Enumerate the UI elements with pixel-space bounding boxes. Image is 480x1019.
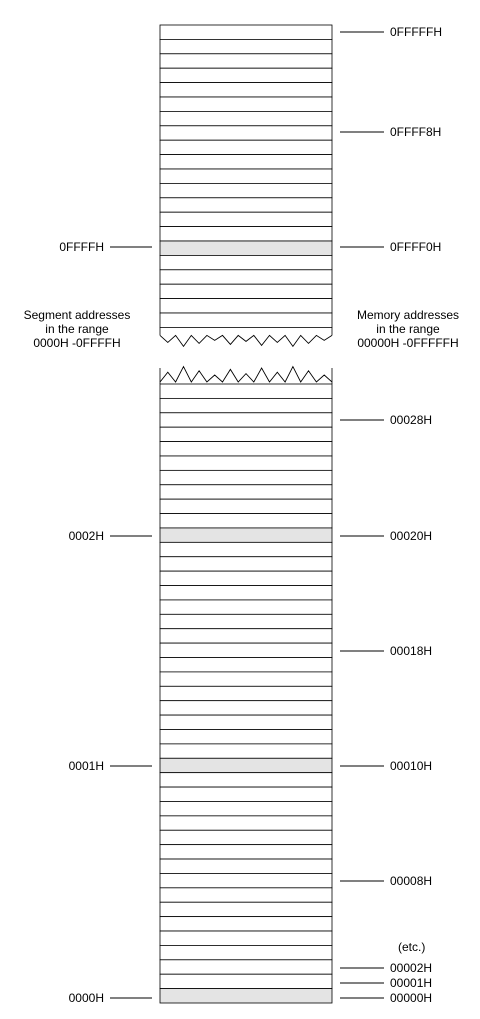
memory-note-line: in the range xyxy=(376,322,440,336)
memory-cell xyxy=(159,541,333,558)
memory-cell xyxy=(159,96,333,112)
memory-cell xyxy=(159,570,333,586)
segment-note-line: 0000H -0FFFFH xyxy=(33,336,121,350)
memory-address-label: 00010H xyxy=(390,759,433,773)
memory-cell xyxy=(159,39,333,55)
memory-cell xyxy=(159,67,333,83)
memory-cell xyxy=(159,469,333,486)
memory-cell xyxy=(159,829,333,846)
memory-cell xyxy=(159,858,333,874)
memory-cell xyxy=(159,930,333,946)
memory-cell xyxy=(159,168,333,184)
memory-cell xyxy=(159,383,333,399)
memory-cell xyxy=(159,685,333,702)
memory-address-label: 00008H xyxy=(390,874,433,888)
memory-cell xyxy=(159,312,333,328)
memory-address-label: 00028H xyxy=(390,413,433,427)
memory-cell xyxy=(159,211,333,227)
memory-cell xyxy=(159,844,333,860)
memory-cell xyxy=(159,154,333,170)
memory-cell xyxy=(159,815,333,831)
memory-cell xyxy=(159,613,333,630)
memory-cell xyxy=(159,498,333,514)
memory-cell xyxy=(159,772,333,788)
memory-cell xyxy=(159,642,333,658)
memory-cell xyxy=(159,628,333,644)
memory-range-note: Memory addresses in the range 00000H -0F… xyxy=(338,308,478,350)
memory-cell xyxy=(159,484,333,500)
memory-cell xyxy=(159,786,333,802)
memory-cell xyxy=(159,887,333,903)
memory-cell xyxy=(159,585,333,601)
highlighted-paragraph-cell xyxy=(159,240,333,256)
memory-note-line: 00000H -0FFFFFH xyxy=(357,336,459,350)
memory-cell xyxy=(159,801,333,817)
memory-cell xyxy=(159,700,333,716)
memory-cell xyxy=(159,412,333,428)
segment-address-label: 0FFFFH xyxy=(59,240,104,254)
memory-cell xyxy=(159,397,333,414)
memory-cell xyxy=(159,455,333,471)
memory-cell xyxy=(159,182,333,199)
memory-cell xyxy=(159,269,333,285)
memory-address-label: 00000H xyxy=(390,991,433,1005)
memory-cell xyxy=(159,599,333,615)
memory-cell xyxy=(159,283,333,300)
memory-cell xyxy=(159,254,333,271)
memory-cell xyxy=(159,53,333,69)
break-zigzag-top xyxy=(159,334,333,348)
segment-note-line: Segment addresses xyxy=(23,308,131,322)
memory-cell xyxy=(159,556,333,572)
memory-cell xyxy=(159,125,333,141)
memory-cell xyxy=(159,973,333,990)
memory-cell xyxy=(159,901,333,918)
memory-address-label: 0FFFF0H xyxy=(390,240,442,254)
segment-note-line: in the range xyxy=(45,322,109,336)
memory-cell xyxy=(159,945,333,961)
highlighted-paragraph-cell xyxy=(159,527,333,543)
segment-range-note: Segment addresses in the range 0000H -0F… xyxy=(6,308,148,350)
memory-note-line: Memory addresses xyxy=(356,308,460,322)
highlighted-paragraph-cell xyxy=(159,757,333,774)
memory-cell xyxy=(159,714,333,730)
memory-cell xyxy=(159,916,333,932)
memory-cell xyxy=(159,24,333,40)
memory-address-label: 00020H xyxy=(390,529,433,543)
memory-cell xyxy=(159,197,333,213)
memory-cell xyxy=(159,426,333,442)
memory-cell xyxy=(159,657,333,673)
memory-cell xyxy=(159,139,333,155)
memory-address-label: 00001H xyxy=(390,976,433,990)
memory-cell xyxy=(159,513,333,529)
highlighted-paragraph-cell xyxy=(159,988,333,1004)
memory-cell xyxy=(159,959,333,975)
segment-address-label: 0002H xyxy=(68,529,104,543)
segment-address-label: 0001H xyxy=(68,759,104,773)
memory-address-label: 00018H xyxy=(390,644,433,658)
memory-cell xyxy=(159,729,333,745)
memory-cell xyxy=(159,298,333,314)
memory-address-label: 0FFFFFH xyxy=(390,25,442,39)
break-zigzag-bottom xyxy=(159,365,333,383)
memory-cell xyxy=(159,82,333,98)
memory-address-label: 00002H xyxy=(390,961,433,975)
memory-address-label: 0FFFF8H xyxy=(390,125,442,139)
memory-cell xyxy=(159,226,333,242)
memory-cell xyxy=(159,441,333,457)
memory-cell xyxy=(159,111,333,127)
segment-address-label: 0000H xyxy=(68,991,104,1005)
memory-cell xyxy=(159,743,333,759)
memory-cell xyxy=(159,671,333,687)
etc-label: (etc.) xyxy=(398,940,426,954)
memory-cell xyxy=(159,873,333,889)
